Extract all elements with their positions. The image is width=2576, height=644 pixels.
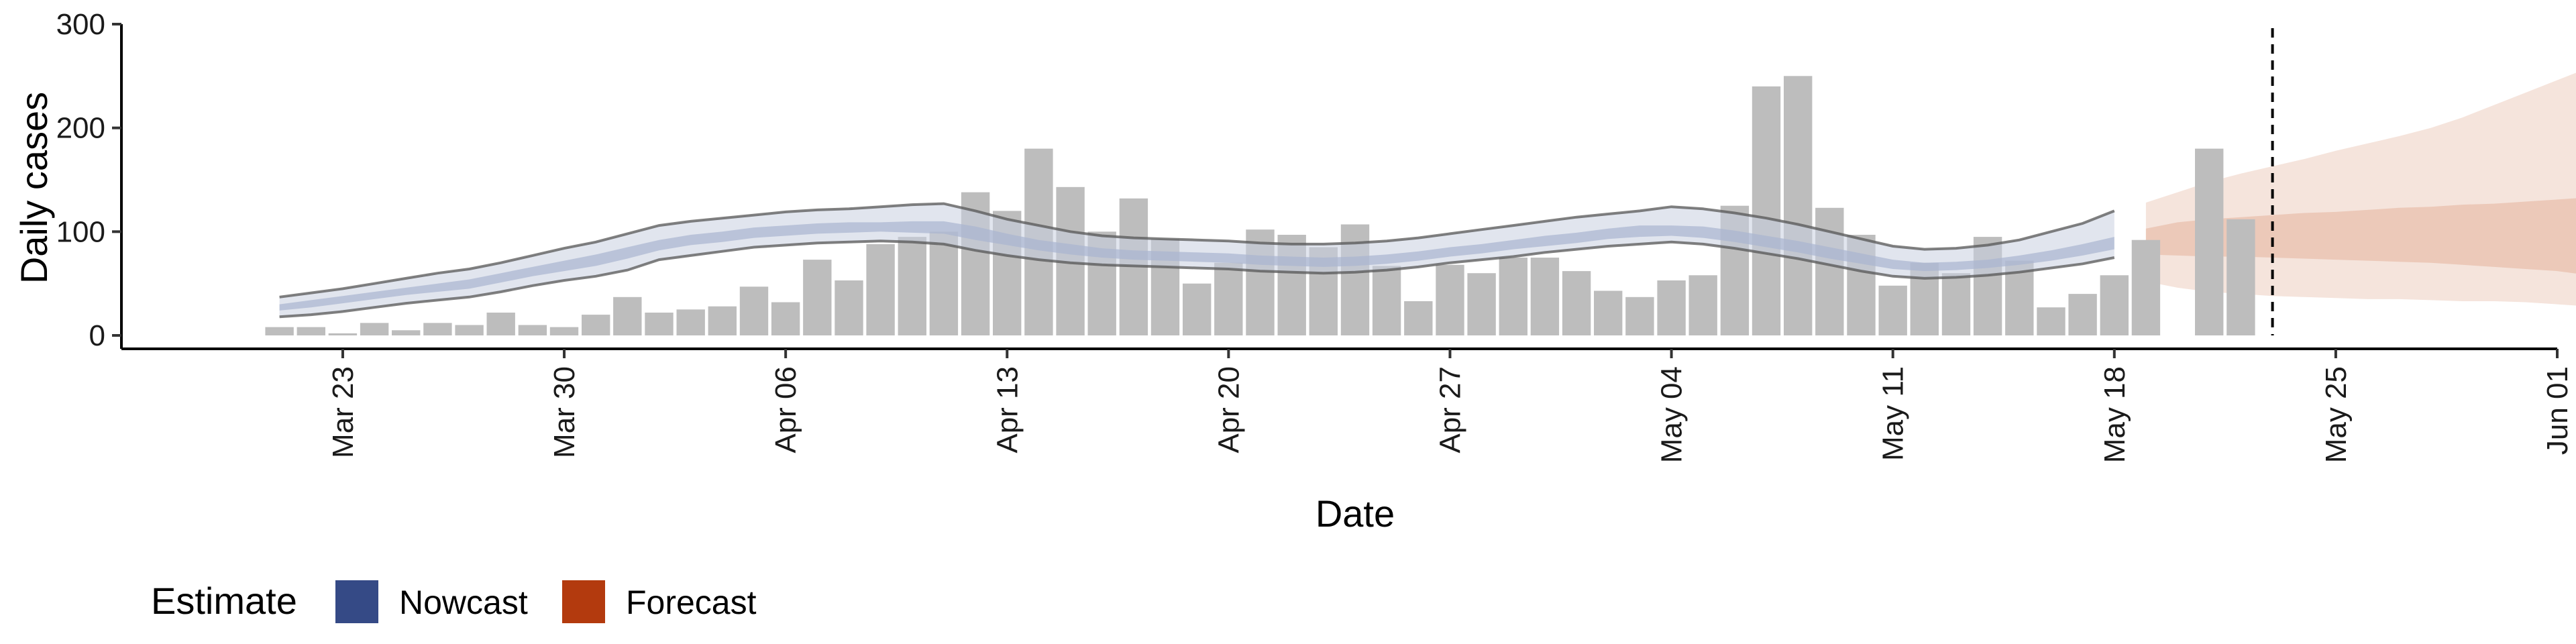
x-tick-label: May 11 <box>1877 366 1910 461</box>
case-bar <box>708 306 737 335</box>
case-bar <box>1562 271 1591 335</box>
case-bar <box>2068 294 2097 335</box>
y-tick-label: 300 <box>56 8 105 41</box>
case-bar <box>1372 266 1401 335</box>
case-bar <box>1657 280 1686 335</box>
case-bar <box>835 280 863 335</box>
x-tick-label: May 25 <box>2320 366 2353 463</box>
axes: 0 100 200 300 Mar 23 Mar 30 Apr 06 Apr 13 Apr 20… <box>56 8 2574 463</box>
case-bar <box>1878 285 1907 335</box>
nowcast-upper-line <box>279 202 2115 299</box>
case-bar <box>613 297 642 335</box>
case-bar <box>455 325 484 335</box>
x-tick-label: Mar 30 <box>548 366 581 458</box>
case-bar <box>486 313 515 335</box>
reported-cases-bars <box>265 76 2255 336</box>
case-bar <box>645 313 674 335</box>
legend-label-nowcast: Nowcast <box>399 584 528 621</box>
x-tick-label: Apr 13 <box>991 366 1024 453</box>
case-bar <box>1941 273 1971 335</box>
legend-swatch-nowcast <box>335 580 378 623</box>
x-tick-label: Apr 27 <box>1434 366 1467 453</box>
case-bar <box>297 327 325 335</box>
x-tick-label: May 04 <box>1656 366 1688 463</box>
case-bar <box>866 244 895 335</box>
case-bar <box>898 237 926 335</box>
case-bar <box>1530 258 1560 335</box>
case-bar <box>1784 76 1813 336</box>
case-bar <box>1214 262 1243 335</box>
case-bar <box>2131 239 2161 335</box>
legend-label-forecast: Forecast <box>626 584 757 621</box>
x-tick-label: Jun 01 <box>2541 366 2574 455</box>
case-bar <box>2195 148 2224 335</box>
x-tick-label: Apr 20 <box>1212 366 1245 453</box>
case-bar <box>549 327 579 335</box>
case-bar <box>929 231 959 335</box>
y-tick-label: 200 <box>56 112 105 145</box>
case-bar <box>1340 224 1370 335</box>
legend-swatch-forecast <box>562 580 605 623</box>
x-tick-label: May 18 <box>2098 366 2131 463</box>
case-bar <box>360 323 389 335</box>
legend-title: Estimate <box>151 580 297 622</box>
case-bar <box>423 323 452 335</box>
x-tick-label: Mar 23 <box>327 366 360 458</box>
case-bar <box>2100 275 2129 335</box>
case-bar <box>1688 275 1717 335</box>
case-bar <box>1467 273 1496 335</box>
case-bar <box>739 286 769 335</box>
case-bar <box>392 330 421 335</box>
case-bar <box>518 325 547 335</box>
case-bar <box>1499 258 1527 335</box>
nowcast-layer <box>279 202 2115 319</box>
nowcast-lower-line <box>279 239 2115 319</box>
y-tick-label: 100 <box>56 215 105 248</box>
y-axis-title: Daily cases <box>13 92 55 284</box>
x-tick-label: Apr 06 <box>769 366 802 453</box>
case-bar <box>328 333 358 335</box>
case-bar <box>1815 207 1844 335</box>
case-bar <box>582 315 610 335</box>
case-bar <box>1625 297 1654 335</box>
case-bar <box>803 260 832 335</box>
legend: Estimate Nowcast Forecast <box>151 580 757 623</box>
case-bar <box>1404 301 1433 335</box>
case-bar <box>1436 264 1464 335</box>
case-bar <box>771 302 800 335</box>
case-bar <box>1183 283 1212 335</box>
case-bar <box>676 309 705 335</box>
y-tick-label: 0 <box>89 319 105 352</box>
case-bar <box>2226 219 2255 335</box>
case-bar <box>1752 86 1781 336</box>
case-bar <box>2037 307 2065 335</box>
x-axis-title: Date <box>1316 492 1395 535</box>
case-bar <box>265 327 294 335</box>
case-bar <box>1594 290 1623 335</box>
